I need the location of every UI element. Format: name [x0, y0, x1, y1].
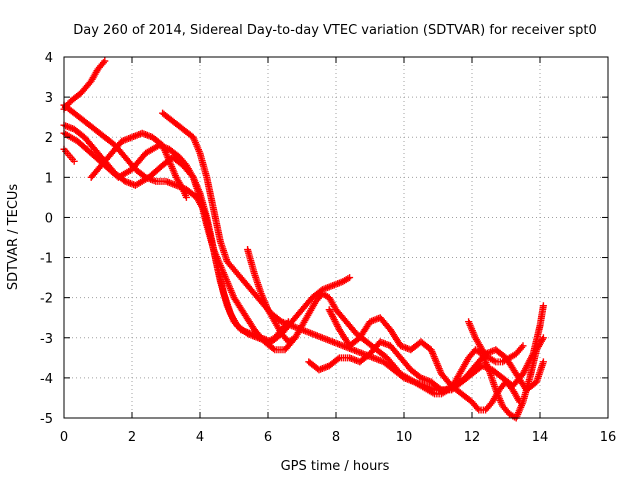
y-tick-label: -4 — [40, 372, 53, 387]
y-tick-label: 1 — [45, 171, 53, 186]
data-point — [101, 57, 109, 65]
x-tick-label: 14 — [532, 430, 549, 445]
x-axis-label: GPS time / hours — [281, 459, 390, 474]
y-tick-label: 4 — [45, 51, 53, 66]
y-tick-label: 2 — [45, 131, 53, 146]
series-3 — [60, 101, 292, 346]
data-point — [539, 302, 547, 310]
y-tick-label: -5 — [40, 412, 53, 427]
series-1 — [60, 57, 109, 113]
grid-lines — [64, 57, 608, 418]
series-6 — [87, 129, 190, 201]
y-tick-label: -3 — [40, 332, 53, 347]
x-tick-label: 6 — [264, 430, 272, 445]
series-10 — [325, 306, 524, 414]
y-tick-label: -1 — [40, 252, 53, 267]
data-points — [60, 57, 547, 422]
y-tick-label: 0 — [45, 211, 53, 226]
x-tick-label: 10 — [396, 430, 413, 445]
series-11 — [465, 318, 527, 366]
y-tick-labels: -5 -4 -3 -2 -1 0 1 2 3 4 — [40, 51, 53, 427]
series-9 — [305, 302, 547, 394]
chart-title: Day 260 of 2014, Sidereal Day-to-day VTE… — [73, 23, 597, 38]
data-point-interp — [436, 385, 444, 393]
data-point — [516, 398, 524, 406]
data-point — [519, 342, 527, 350]
data-point — [539, 334, 547, 342]
data-point-interp — [518, 343, 526, 351]
x-tick-label: 12 — [464, 430, 481, 445]
y-tick-label: 3 — [45, 91, 53, 106]
series-8 — [244, 246, 547, 422]
y-axis-label: SDTVAR / TECUs — [6, 184, 21, 291]
x-tick-label: 16 — [600, 430, 617, 445]
data-point-interp — [99, 59, 107, 67]
data-point — [539, 358, 547, 366]
x-tick-label: 0 — [60, 430, 68, 445]
axis-ticks — [63, 56, 609, 419]
data-point-interp — [334, 355, 342, 363]
x-tick-label: 4 — [196, 430, 204, 445]
x-tick-label: 2 — [128, 430, 136, 445]
x-tick-labels: 0 2 4 6 8 10 12 14 16 — [60, 430, 616, 445]
data-point — [346, 274, 354, 282]
data-point-interp — [473, 404, 481, 412]
series-2 — [60, 145, 78, 165]
data-point — [182, 193, 190, 201]
data-point — [70, 157, 78, 165]
x-tick-label: 8 — [332, 430, 340, 445]
data-point-interp — [269, 345, 277, 353]
y-tick-label: -2 — [40, 292, 53, 307]
